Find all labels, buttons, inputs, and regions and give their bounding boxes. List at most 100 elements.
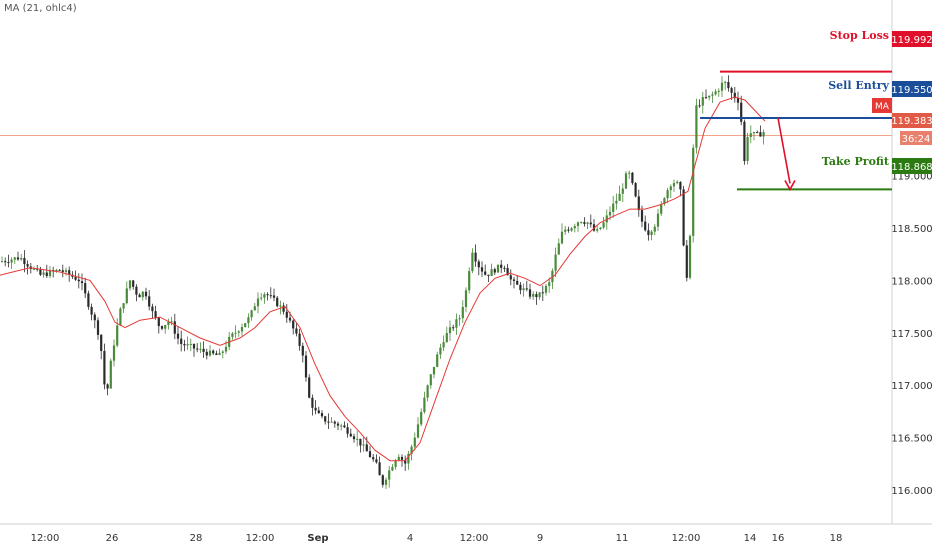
candle (253, 302, 256, 311)
candle (208, 345, 212, 357)
candle (551, 268, 554, 290)
candle (570, 226, 573, 232)
candle (749, 125, 752, 144)
candle (564, 225, 567, 235)
candle (285, 304, 288, 323)
candle (554, 247, 557, 278)
candle (525, 280, 528, 292)
candle (592, 218, 596, 232)
candle (61, 264, 64, 278)
candle (80, 273, 84, 291)
stop-loss-label: Stop Loss (830, 29, 889, 42)
time-tick-label: 12:00 (246, 533, 275, 544)
price-tick-label: 116.000 (891, 486, 932, 497)
candle (135, 284, 138, 302)
candle (695, 98, 698, 154)
candle (464, 287, 468, 313)
candle (426, 384, 429, 402)
candle (740, 95, 743, 126)
svg-text:119.550: 119.550 (891, 85, 932, 96)
candle (663, 197, 666, 206)
ma-tag: MA (872, 98, 892, 113)
candle (455, 313, 458, 335)
candle (445, 326, 448, 343)
candle (64, 267, 68, 276)
candle (717, 88, 720, 97)
candle (692, 144, 695, 243)
current-price-tag: 119.383 (891, 113, 932, 128)
candle (493, 267, 496, 275)
sell-entry-tag: 119.550 (891, 81, 932, 97)
candle (16, 251, 20, 261)
candle (240, 323, 244, 336)
candle (320, 410, 324, 419)
candle (672, 179, 676, 192)
candle (327, 413, 330, 430)
candle (173, 313, 176, 340)
candle (10, 257, 13, 269)
time-tick-label: 9 (537, 533, 543, 544)
candle (759, 125, 762, 137)
candle (170, 316, 173, 326)
candle (544, 284, 548, 296)
candle (496, 264, 500, 273)
candle (714, 88, 717, 96)
candle (141, 291, 144, 301)
candle (272, 288, 276, 302)
candle (397, 454, 400, 462)
candle (647, 223, 650, 241)
candle (231, 331, 234, 340)
candle (215, 350, 218, 356)
candle (132, 279, 135, 290)
candle (679, 181, 682, 197)
candle (260, 293, 263, 301)
candle (733, 86, 736, 103)
candle (48, 266, 52, 279)
candle (407, 450, 410, 470)
price-tick-label: 117.000 (891, 381, 932, 392)
candle (301, 342, 304, 363)
candle (90, 303, 93, 321)
candle (388, 465, 391, 488)
candle (580, 221, 583, 224)
time-tick-label: 11 (616, 533, 629, 544)
candle (615, 193, 618, 210)
candle (205, 348, 208, 360)
candle (74, 270, 77, 281)
candle (212, 349, 215, 355)
candle (612, 195, 615, 218)
candle (39, 266, 42, 277)
candle (762, 129, 765, 145)
candle (461, 300, 464, 323)
candle (490, 263, 493, 276)
candle (77, 273, 80, 289)
candle (352, 433, 356, 443)
candle (557, 238, 560, 255)
candle (365, 436, 368, 452)
candle (279, 300, 282, 315)
candle (368, 446, 372, 458)
candle (144, 287, 148, 300)
candle (532, 291, 535, 300)
candle (599, 227, 602, 231)
candle (404, 455, 407, 471)
time-tick-label: 26 (106, 533, 119, 544)
svg-text:MA: MA (875, 102, 890, 112)
candle (519, 281, 522, 295)
sell-entry-label: Sell Entry (828, 79, 889, 92)
candle (624, 171, 628, 190)
candle (560, 223, 564, 245)
candle (247, 313, 250, 328)
candle (199, 342, 202, 354)
candle (266, 292, 269, 301)
candle (164, 324, 167, 334)
candle (487, 274, 490, 283)
candle (727, 75, 730, 92)
candle (58, 269, 61, 271)
candle (583, 217, 586, 227)
candle (576, 221, 580, 232)
candle (269, 287, 272, 299)
candle (644, 215, 647, 232)
candle (340, 423, 343, 431)
